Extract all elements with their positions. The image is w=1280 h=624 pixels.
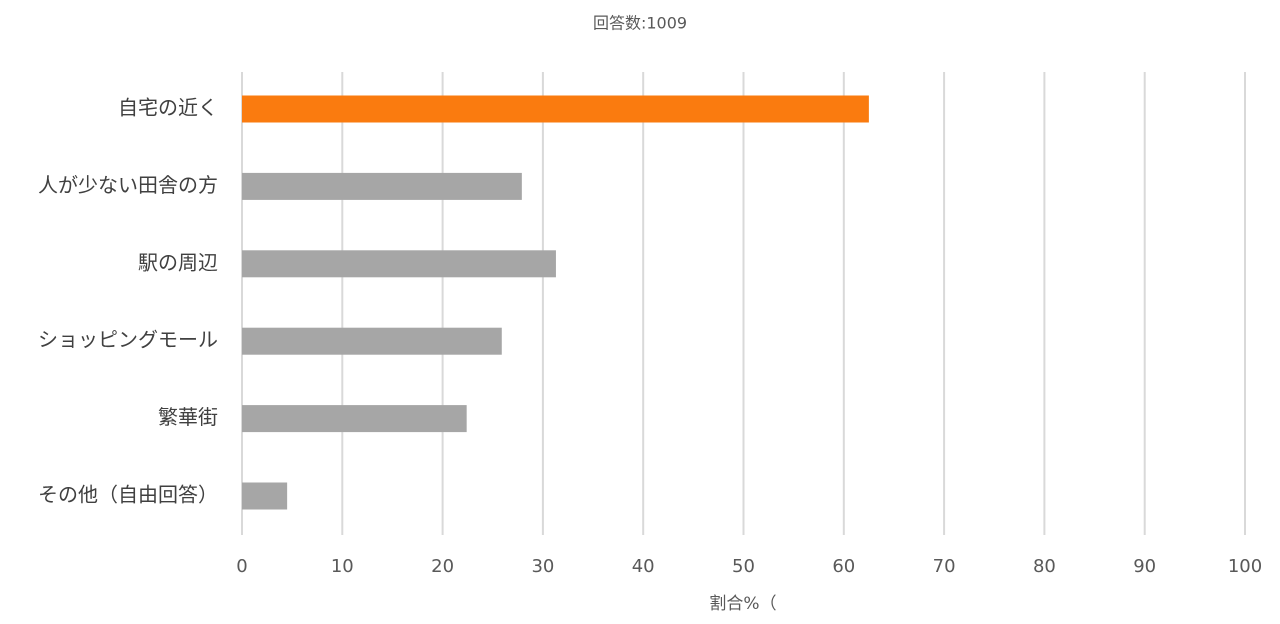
y-tick-label: 駅の周辺 (138, 250, 218, 274)
x-axis-label: 割合%（ (709, 594, 776, 614)
x-tick-label: 50 (732, 556, 755, 577)
x-tick-label: 60 (832, 556, 855, 577)
y-tick-label: 繁華街 (158, 405, 218, 429)
x-tick-label: 10 (331, 556, 354, 577)
y-tick-label: ショッピングモール (38, 328, 218, 352)
chart-title: 回答数:1009 (593, 14, 687, 33)
x-tick-label: 20 (431, 556, 454, 577)
x-tick-label: 30 (531, 556, 554, 577)
bar (242, 405, 467, 433)
x-tick-label: 80 (1033, 556, 1056, 577)
x-tick-label: 40 (632, 556, 655, 577)
x-tick-label: 70 (933, 556, 956, 577)
x-tick-label: 90 (1133, 556, 1156, 577)
y-tick-label: その他（自由回答） (38, 483, 218, 507)
x-tick-label: 100 (1228, 556, 1262, 577)
bar (242, 95, 869, 123)
bar (242, 250, 556, 278)
bar (242, 172, 522, 200)
bar (242, 327, 502, 355)
bar (242, 482, 288, 510)
y-tick-label: 自宅の近く (118, 96, 218, 120)
y-tick-label: 人が少ない田舎の方 (38, 173, 218, 197)
x-tick-label: 0 (236, 556, 247, 577)
